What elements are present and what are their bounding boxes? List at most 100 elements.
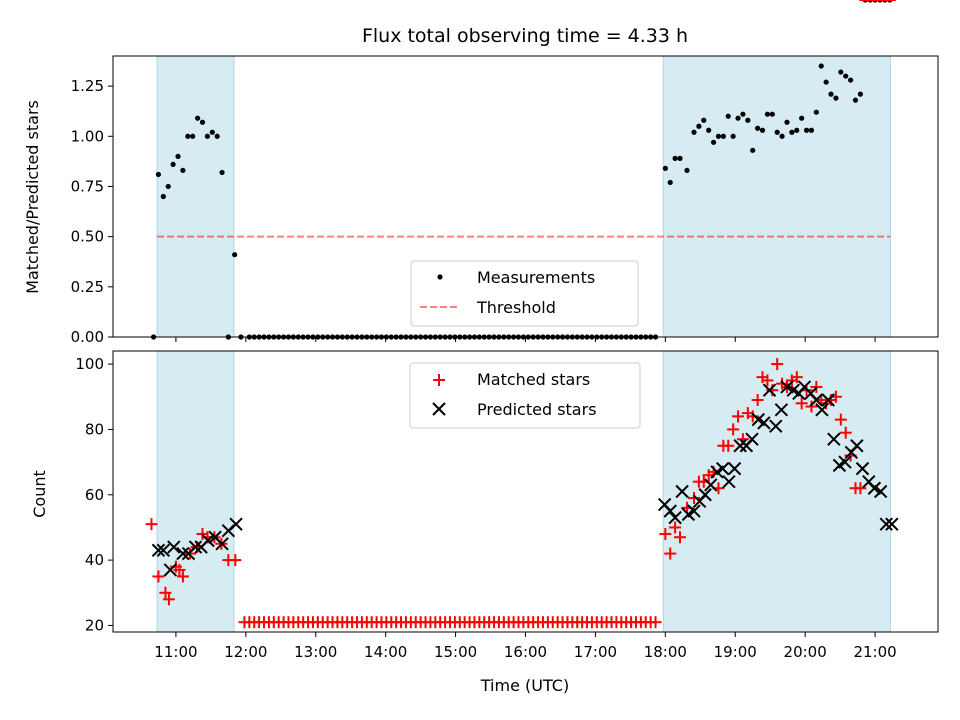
measurement-point bbox=[803, 127, 810, 133]
predicted-star-stroke-b bbox=[855, 461, 870, 476]
measurement-point bbox=[701, 117, 707, 123]
measurement-point bbox=[848, 77, 854, 83]
y-tick-label: 1.25 bbox=[71, 77, 104, 95]
measurement-point bbox=[843, 73, 849, 79]
ratio-legend-box bbox=[410, 260, 639, 327]
matched-star-point bbox=[664, 547, 677, 560]
y-tick-label: 40 bbox=[85, 551, 104, 569]
measurement-point bbox=[828, 91, 834, 97]
predicted-star-stroke-b bbox=[809, 393, 824, 407]
x-tick-label: 20:00 bbox=[784, 643, 827, 661]
measurement-point bbox=[789, 129, 795, 135]
predicted-star-point bbox=[215, 537, 229, 551]
predicted-star-point bbox=[663, 504, 677, 518]
measurement-point bbox=[818, 63, 824, 69]
measurement-point bbox=[750, 147, 756, 153]
predicted-star-stroke-b bbox=[867, 481, 882, 495]
matched-star-point bbox=[659, 527, 672, 540]
measurement-point bbox=[662, 165, 668, 171]
predicted-star-point bbox=[151, 543, 166, 558]
counts-panel: 20 40 60 80 100 11:00 12:00 13:00 14:00 15:00 16:… bbox=[30, 0, 939, 661]
measurement-point bbox=[667, 179, 673, 186]
predicted-star-stroke-b bbox=[873, 484, 888, 499]
legend-matched-marker bbox=[433, 374, 445, 386]
measurement-point bbox=[190, 133, 196, 139]
matched-star-point bbox=[649, 616, 662, 629]
matched-star-point bbox=[687, 492, 700, 505]
matched-star-point bbox=[145, 518, 158, 531]
predicted-star-stroke-b bbox=[215, 537, 229, 551]
predicted-star-stroke-b bbox=[151, 543, 166, 558]
predicted-star-point bbox=[867, 481, 882, 495]
measurement-point bbox=[214, 133, 220, 139]
predicted-star-stroke-b bbox=[201, 533, 215, 548]
measurement-point bbox=[155, 171, 162, 178]
predicted-star-point bbox=[722, 474, 736, 489]
measurement-point bbox=[813, 109, 819, 115]
measurement-point bbox=[219, 169, 225, 176]
x-tick-label: 14:00 bbox=[364, 643, 407, 661]
predicted-star-stroke-b bbox=[745, 432, 759, 446]
predicted-star-point bbox=[762, 383, 777, 397]
predicted-star-stroke-b bbox=[733, 439, 747, 453]
matched-star-point bbox=[162, 593, 175, 606]
measurement-point bbox=[769, 111, 775, 117]
predicted-star-stroke-b bbox=[727, 461, 742, 476]
y-tick-label: 1.00 bbox=[71, 127, 104, 145]
predicted-star-stroke-b bbox=[668, 510, 682, 525]
ratio-shaded-regions bbox=[156, 55, 891, 338]
predicted-star-stroke-b bbox=[879, 517, 893, 531]
legend-threshold-label: Threshold bbox=[476, 298, 556, 317]
predicted-star-point bbox=[163, 563, 178, 577]
y-tick-label: 0.25 bbox=[71, 278, 104, 296]
measurement-point bbox=[745, 117, 751, 123]
measurement-point bbox=[710, 139, 717, 145]
matched-star-point bbox=[732, 410, 745, 423]
measurement-point bbox=[199, 119, 206, 125]
y-tick-label: 0.50 bbox=[71, 228, 104, 246]
measurement-point bbox=[209, 129, 215, 135]
measurement-point bbox=[175, 153, 181, 159]
matched-star-point bbox=[176, 570, 189, 583]
measurement-point bbox=[857, 91, 863, 97]
y-tick-label: 0.75 bbox=[71, 177, 104, 195]
predicted-star-point bbox=[815, 403, 829, 417]
predicted-star-stroke-b bbox=[821, 393, 835, 407]
counts-y-axis-label: Count bbox=[30, 470, 49, 518]
legend-measurements-marker bbox=[437, 274, 443, 280]
measurement-point bbox=[204, 133, 210, 139]
predicted-star-point bbox=[176, 546, 190, 561]
measurement-point bbox=[696, 123, 702, 129]
predicted-star-point bbox=[850, 439, 864, 453]
shaded-region-1 bbox=[156, 55, 235, 338]
predicted-star-stroke-b bbox=[762, 383, 777, 397]
predicted-star-point bbox=[229, 517, 243, 531]
predicted-star-point bbox=[715, 461, 730, 476]
ratio-x-ticks bbox=[175, 337, 876, 342]
matched-star-point bbox=[795, 397, 808, 410]
predicted-star-stroke-b bbox=[176, 546, 190, 561]
x-tick-label: 11:00 bbox=[154, 643, 197, 661]
predicted-star-point bbox=[733, 439, 747, 453]
counts-legend-box bbox=[409, 362, 641, 429]
x-axis-label: Time (UTC) bbox=[480, 676, 569, 695]
legend-measurements-label: Measurements bbox=[477, 268, 595, 287]
measurement-point bbox=[838, 69, 844, 75]
predicted-star-point bbox=[809, 393, 824, 407]
measurement-point bbox=[823, 79, 829, 85]
predicted-star-stroke-b bbox=[163, 563, 178, 577]
predicted-star-stroke-b bbox=[208, 530, 222, 544]
measurement-point bbox=[185, 133, 191, 139]
measurement-point bbox=[779, 133, 785, 139]
measurement-point bbox=[852, 97, 859, 103]
counts-x-ticks: 11:00 12:00 13:00 14:00 15:00 16:00 17:00 18:00… bbox=[154, 632, 897, 661]
y-tick-label: 60 bbox=[85, 486, 104, 504]
predicted-star-stroke-b bbox=[780, 380, 794, 394]
matched-star-point bbox=[771, 358, 784, 371]
measurement-point bbox=[691, 129, 697, 135]
predicted-star-stroke-b bbox=[722, 474, 736, 489]
shaded-region-2 bbox=[662, 55, 891, 338]
measurement-point bbox=[706, 127, 712, 133]
predicted-star-point bbox=[879, 517, 893, 531]
matched-star-point bbox=[727, 423, 740, 436]
